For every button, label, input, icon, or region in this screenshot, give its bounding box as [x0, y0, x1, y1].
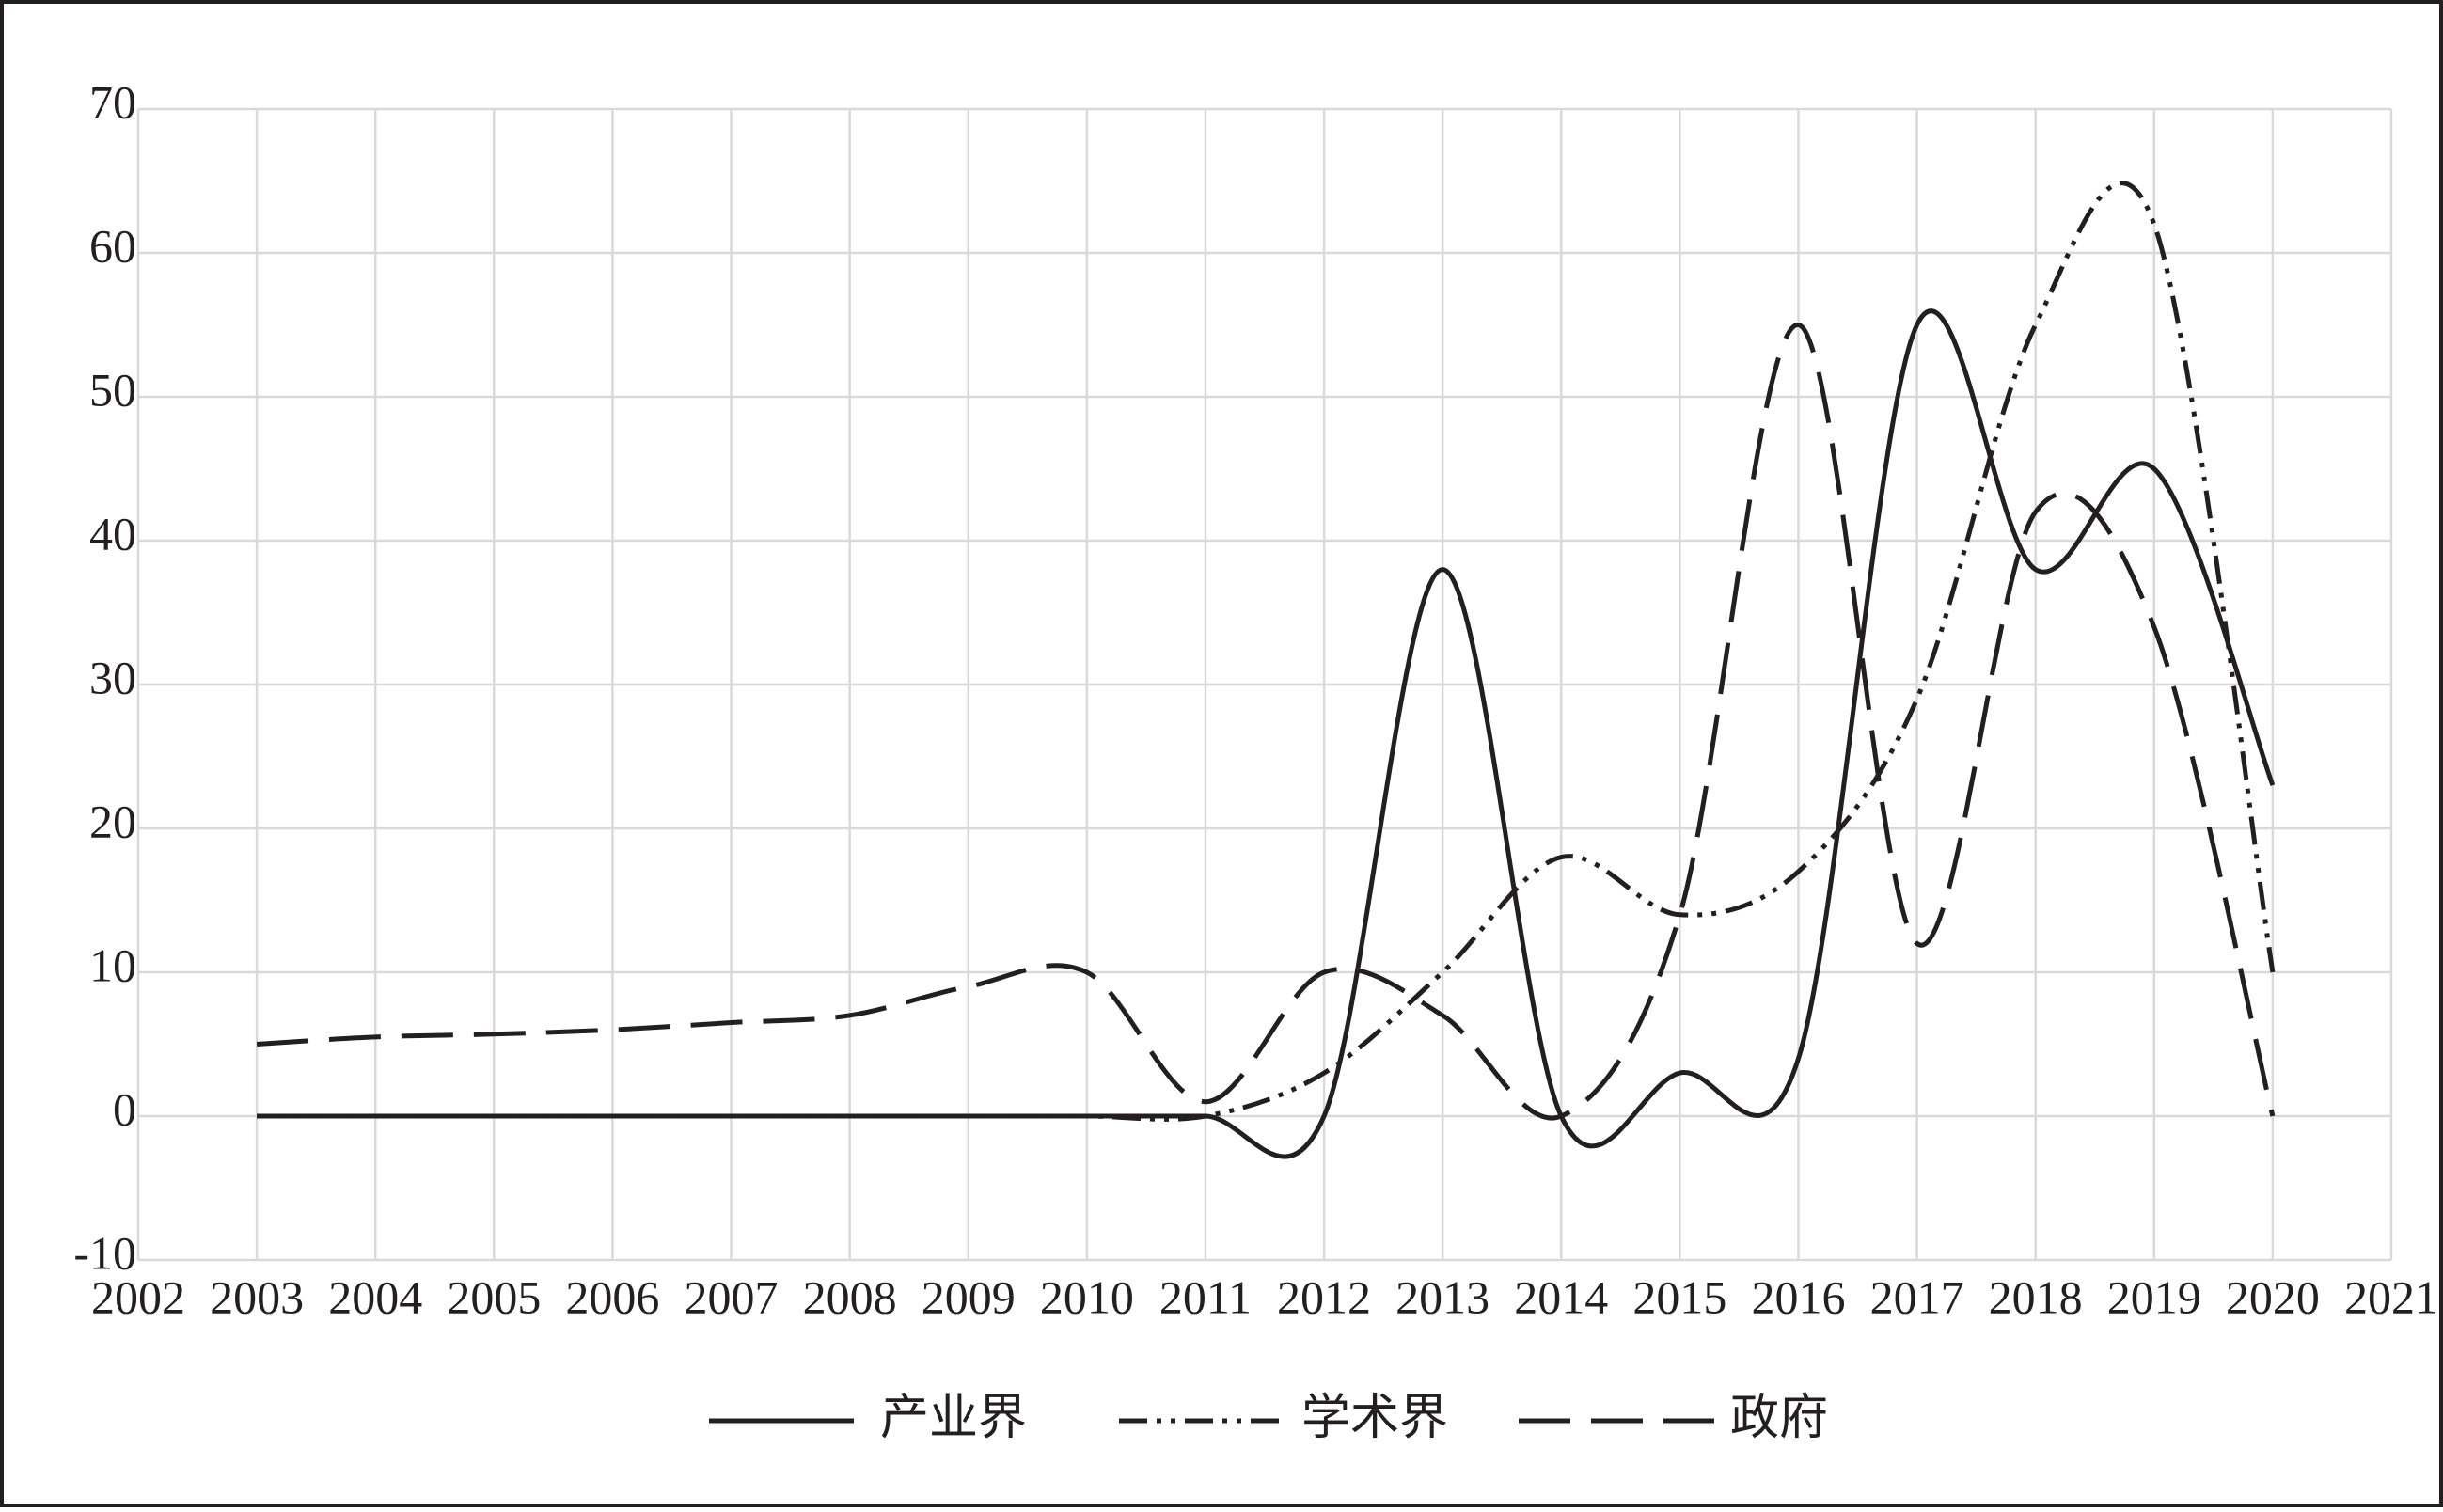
x-tick-label: 2013	[1395, 1270, 1489, 1323]
y-tick-label: 40	[89, 507, 136, 559]
x-tick-label: 2017	[1870, 1270, 1964, 1323]
y-tick-label: 60	[89, 219, 136, 272]
series-line	[256, 323, 2276, 1121]
y-tick-label: 50	[89, 363, 136, 416]
legend-label: 学术界	[1301, 1390, 1448, 1446]
x-tick-label: 2015	[1632, 1270, 1726, 1323]
x-tick-label: 2019	[2107, 1270, 2201, 1323]
x-tick-label: 2012	[1277, 1270, 1371, 1323]
lines	[256, 181, 2276, 1159]
y-tick-label: 10	[89, 938, 136, 991]
x-tick-label: 2011	[1159, 1270, 1252, 1323]
legend: 产业界 学术界 政府	[709, 1390, 1828, 1446]
x-tick-label: 2007	[685, 1270, 779, 1323]
tick-labels: -10 0 10 20 30 40 50 60 70 2002 2003 2004 2005 2006 20…	[73, 75, 2438, 1323]
y-tick-label: 30	[89, 651, 136, 703]
series-line	[257, 308, 2276, 1159]
x-tick-label: 2002	[91, 1270, 185, 1323]
x-tick-label: 2005	[447, 1270, 541, 1323]
x-tick-label: 2006	[565, 1270, 659, 1323]
y-tick-label: 0	[113, 1082, 136, 1135]
x-tick-label: 2010	[1040, 1270, 1134, 1323]
x-tick-label: 2018	[1989, 1270, 2083, 1323]
series-line	[257, 181, 2276, 1122]
x-tick-label: 2020	[2226, 1270, 2320, 1323]
legend-label: 产业界	[880, 1390, 1027, 1446]
legend-label: 政府	[1730, 1390, 1828, 1446]
x-tick-label: 2009	[922, 1270, 1016, 1323]
x-tick-label: 2021	[2344, 1270, 2438, 1323]
y-tick-label: -10	[73, 1226, 136, 1279]
x-tick-label: 2016	[1751, 1270, 1845, 1323]
y-tick-label: 20	[89, 795, 136, 847]
x-tick-label: 2003	[210, 1270, 304, 1323]
x-tick-label: 2004	[328, 1270, 422, 1323]
y-tick-label: 70	[89, 75, 136, 128]
x-tick-label: 2014	[1514, 1270, 1608, 1323]
x-tick-label: 2008	[803, 1270, 897, 1323]
